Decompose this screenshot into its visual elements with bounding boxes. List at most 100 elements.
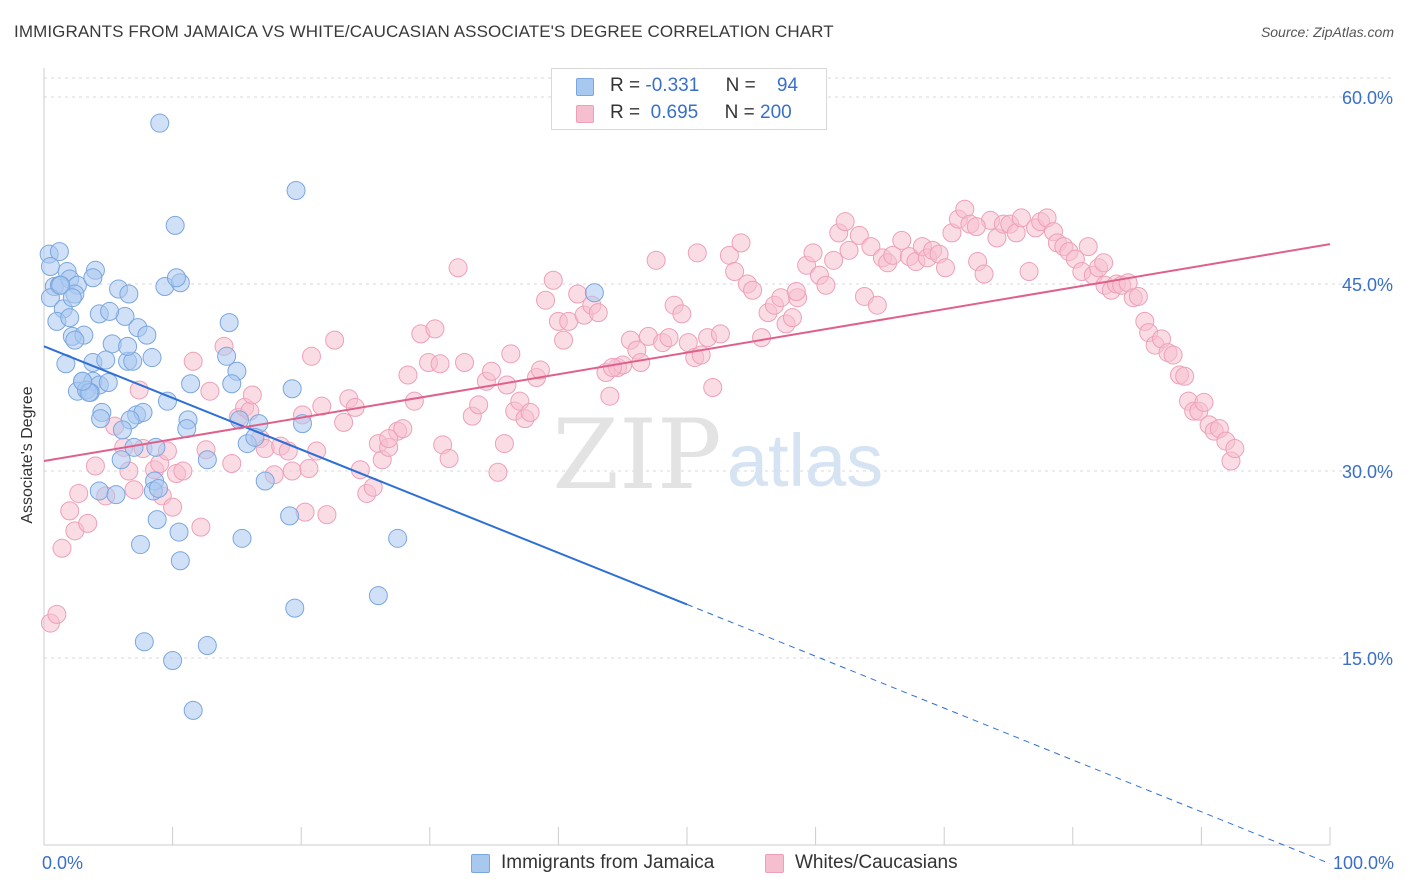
data-point-whites [124, 480, 144, 500]
data-point-jamaica [137, 325, 157, 345]
data-point-jamaica [197, 450, 217, 470]
data-point-jamaica [170, 551, 190, 571]
r-value: 0.695 [650, 102, 699, 123]
data-point-whites [786, 281, 806, 301]
data-point-jamaica [181, 374, 201, 394]
jamaica-swatch [576, 78, 594, 96]
stats-legend: R = -0.331 N = 94 R = 0.695 N = 200 [551, 68, 827, 130]
trend-line-whites [43, 243, 1331, 463]
data-point-jamaica [40, 257, 60, 277]
data-point-jamaica [40, 288, 60, 308]
data-point-whites [725, 262, 745, 282]
data-point-whites [1128, 286, 1148, 306]
data-point-whites [52, 538, 72, 558]
data-point-whites [835, 212, 855, 232]
data-point-whites [1163, 345, 1183, 365]
data-point-jamaica [232, 528, 252, 548]
data-point-whites [1194, 392, 1214, 412]
data-point-jamaica [98, 372, 118, 392]
data-point-whites [849, 225, 869, 245]
r-label: R = [610, 75, 641, 96]
data-point-jamaica [91, 409, 111, 429]
data-point-whites [425, 319, 445, 339]
data-point-whites [430, 354, 450, 374]
data-point-jamaica [134, 632, 154, 652]
data-point-jamaica [118, 336, 138, 356]
data-point-whites [1175, 366, 1195, 386]
data-point-jamaica [106, 485, 126, 505]
data-point-whites [867, 295, 887, 315]
y-tick-label: 45.0% [1342, 275, 1393, 295]
trend-line-jamaica [43, 345, 688, 606]
data-point-whites [78, 513, 98, 533]
n-label: N = [725, 75, 756, 96]
trend-lines [43, 243, 1331, 865]
data-point-jamaica [222, 374, 242, 394]
x-tick-label-max: 100.0% [1333, 853, 1394, 873]
y-tick-label: 15.0% [1342, 649, 1393, 669]
data-point-whites [173, 461, 193, 481]
data-point-jamaica [285, 598, 305, 618]
data-point-whites [731, 233, 751, 253]
data-point-jamaica [65, 330, 85, 350]
data-point-jamaica [73, 371, 93, 391]
data-point-whites [659, 328, 679, 348]
watermark-zip: ZIP [552, 399, 721, 511]
data-point-jamaica [111, 450, 131, 470]
data-point-whites [1019, 262, 1039, 282]
tick-labels: 15.0% 30.0% 45.0% 60.0% 0.0% 100.0% [42, 88, 1394, 873]
data-point-whites [85, 456, 105, 476]
data-point-whites [824, 250, 844, 270]
y-tick-label: 30.0% [1342, 462, 1393, 482]
data-point-whites [1011, 208, 1031, 228]
data-point-whites [455, 353, 475, 373]
watermark-atlas: atlas [727, 419, 883, 502]
data-point-whites [325, 330, 345, 350]
data-point-jamaica [60, 308, 80, 328]
data-point-whites [520, 402, 540, 422]
data-point-whites [710, 324, 730, 344]
chart-title: IMMIGRANTS FROM JAMAICA VS WHITE/CAUCASI… [14, 22, 834, 41]
data-point-jamaica [584, 283, 604, 303]
data-point-jamaica [165, 215, 185, 235]
x-tick-label-min: 0.0% [42, 853, 83, 873]
data-point-whites [703, 377, 723, 397]
gridlines [44, 77, 1394, 659]
source-note: Source: ZipAtlas.com [1260, 24, 1394, 40]
data-point-whites [69, 483, 89, 503]
data-point-whites [183, 351, 203, 371]
data-point-whites [404, 391, 424, 411]
data-point-whites [839, 240, 859, 260]
legend-label: Whites/Caucasians [795, 852, 958, 873]
data-point-jamaica [150, 113, 170, 133]
data-point-jamaica [112, 420, 132, 440]
data-point-whites [317, 505, 337, 525]
trend-line-jamaica-extrapolated [686, 603, 1331, 865]
data-point-jamaica [51, 275, 71, 295]
data-point-jamaica [368, 586, 388, 606]
data-point-whites [600, 386, 620, 406]
data-point-whites [482, 361, 502, 381]
data-point-whites [966, 217, 986, 237]
data-point-jamaica [83, 268, 103, 288]
data-point-whites [631, 353, 651, 373]
data-point-jamaica [142, 348, 162, 368]
data-point-whites [646, 250, 666, 270]
data-point-whites [892, 230, 912, 250]
data-point-whites [47, 604, 67, 624]
data-point-whites [222, 454, 242, 474]
r-label: R = [610, 102, 641, 123]
data-point-jamaica [89, 481, 109, 501]
data-point-whites [200, 381, 220, 401]
data-point-whites [60, 501, 80, 521]
data-point-whites [861, 237, 881, 257]
data-point-jamaica [130, 535, 150, 555]
data-point-whites [299, 459, 319, 479]
data-point-whites [307, 441, 327, 461]
data-point-whites [301, 346, 321, 366]
data-point-jamaica [100, 301, 120, 321]
data-point-jamaica [183, 700, 203, 720]
data-point-jamaica [169, 522, 189, 542]
data-point-whites [543, 270, 563, 290]
